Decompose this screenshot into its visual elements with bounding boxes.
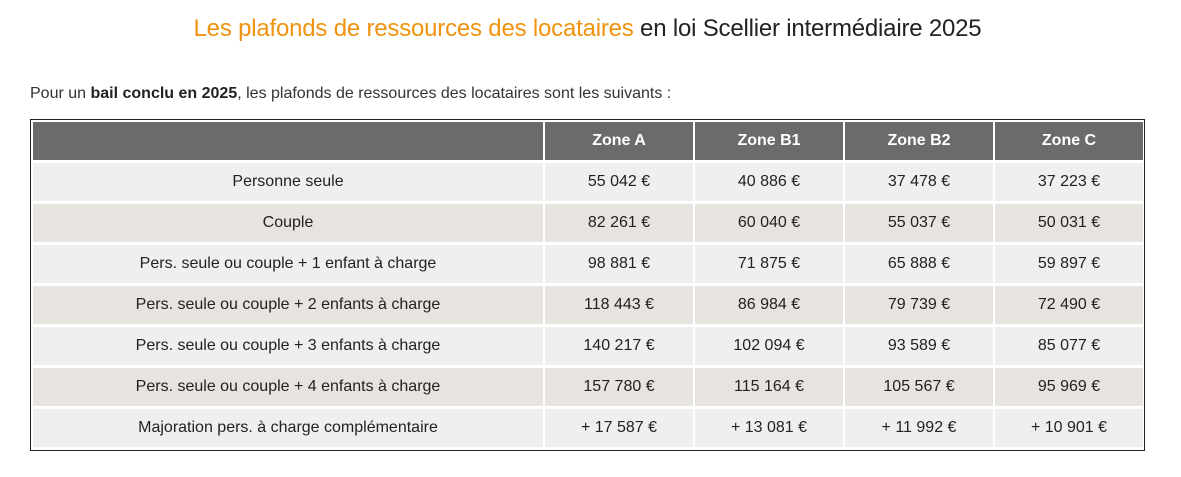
intro-before: Pour un: [30, 85, 91, 102]
cell-zone-b1: 71 875 €: [695, 245, 843, 283]
income-ceiling-table-container: Zone A Zone B1 Zone B2 Zone C Personne s…: [30, 119, 1145, 451]
cell-zone-c: 37 223 €: [995, 163, 1143, 201]
cell-zone-a: + 17 587 €: [545, 409, 693, 447]
header-zone-b1: Zone B1: [695, 122, 843, 160]
cell-zone-c: 59 897 €: [995, 245, 1143, 283]
header-zone-a: Zone A: [545, 122, 693, 160]
cell-zone-b2: 65 888 €: [845, 245, 993, 283]
cell-zone-b1: 60 040 €: [695, 204, 843, 242]
cell-zone-c: + 10 901 €: [995, 409, 1143, 447]
cell-zone-c: 95 969 €: [995, 368, 1143, 406]
cell-zone-b2: 105 567 €: [845, 368, 993, 406]
intro-paragraph: Pour un bail conclu en 2025, les plafond…: [30, 82, 671, 106]
row-label: Pers. seule ou couple + 4 enfants à char…: [33, 368, 543, 406]
table-row: Pers. seule ou couple + 2 enfants à char…: [33, 286, 1143, 324]
cell-zone-b2: 93 589 €: [845, 327, 993, 365]
table-header-row: Zone A Zone B1 Zone B2 Zone C: [33, 122, 1143, 160]
header-zone-b2: Zone B2: [845, 122, 993, 160]
intro-bold: bail conclu en 2025: [90, 85, 238, 102]
cell-zone-a: 98 881 €: [545, 245, 693, 283]
table-row: Pers. seule ou couple + 3 enfants à char…: [33, 327, 1143, 365]
cell-zone-b1: 102 094 €: [695, 327, 843, 365]
row-label: Personne seule: [33, 163, 543, 201]
title-highlight: Les plafonds de ressources des locataire…: [193, 15, 634, 42]
cell-zone-a: 118 443 €: [545, 286, 693, 324]
cell-zone-c: 85 077 €: [995, 327, 1143, 365]
cell-zone-a: 157 780 €: [545, 368, 693, 406]
row-label: Majoration pers. à charge complémentaire: [33, 409, 543, 447]
table-row: Pers. seule ou couple + 4 enfants à char…: [33, 368, 1143, 406]
cell-zone-b1: 40 886 €: [695, 163, 843, 201]
cell-zone-b2: 79 739 €: [845, 286, 993, 324]
row-label: Pers. seule ou couple + 2 enfants à char…: [33, 286, 543, 324]
table-row: Personne seule 55 042 € 40 886 € 37 478 …: [33, 163, 1143, 201]
cell-zone-b1: 115 164 €: [695, 368, 843, 406]
page-title: Les plafonds de ressources des locataire…: [0, 12, 1175, 46]
row-label: Pers. seule ou couple + 3 enfants à char…: [33, 327, 543, 365]
cell-zone-a: 55 042 €: [545, 163, 693, 201]
row-label: Pers. seule ou couple + 1 enfant à charg…: [33, 245, 543, 283]
header-zone-c: Zone C: [995, 122, 1143, 160]
cell-zone-a: 82 261 €: [545, 204, 693, 242]
intro-after: , les plafonds de ressources des locatai…: [237, 85, 672, 102]
cell-zone-b1: + 13 081 €: [695, 409, 843, 447]
cell-zone-c: 50 031 €: [995, 204, 1143, 242]
header-cell-empty: [33, 122, 543, 160]
title-rest: en loi Scellier intermédiaire 2025: [633, 15, 982, 42]
row-label: Couple: [33, 204, 543, 242]
cell-zone-c: 72 490 €: [995, 286, 1143, 324]
table-row: Pers. seule ou couple + 1 enfant à charg…: [33, 245, 1143, 283]
cell-zone-b1: 86 984 €: [695, 286, 843, 324]
income-ceiling-table: Zone A Zone B1 Zone B2 Zone C Personne s…: [31, 119, 1145, 450]
cell-zone-b2: 55 037 €: [845, 204, 993, 242]
cell-zone-a: 140 217 €: [545, 327, 693, 365]
table-row: Couple 82 261 € 60 040 € 55 037 € 50 031…: [33, 204, 1143, 242]
cell-zone-b2: 37 478 €: [845, 163, 993, 201]
cell-zone-b2: + 11 992 €: [845, 409, 993, 447]
table-row: Majoration pers. à charge complémentaire…: [33, 409, 1143, 447]
